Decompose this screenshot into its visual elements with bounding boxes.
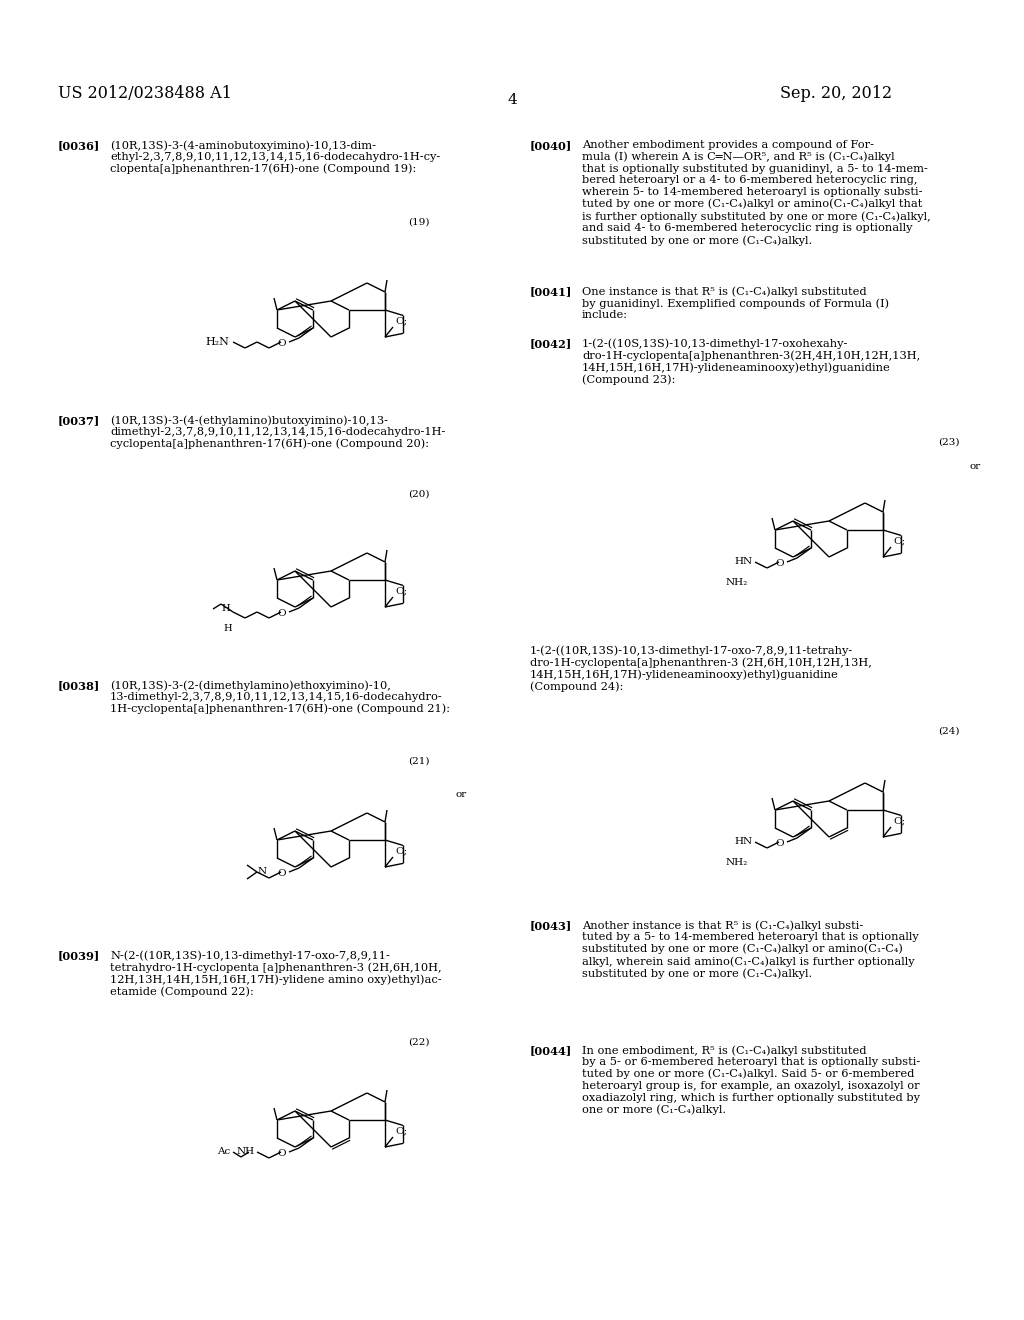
- Text: One instance is that R⁵ is (C₁-C₄)alkyl substituted
by guanidinyl. Exemplified c: One instance is that R⁵ is (C₁-C₄)alkyl …: [582, 286, 889, 321]
- Text: or: or: [970, 462, 981, 471]
- Text: H: H: [221, 605, 230, 612]
- Text: O;: O;: [395, 586, 408, 595]
- Text: [0038]: [0038]: [58, 680, 100, 690]
- Text: O;: O;: [395, 315, 408, 325]
- Text: 1-(2-((10R,13S)-10,13-dimethyl-17-oxo-7,8,9,11-tetrahy-
dro-1H-cyclopenta[a]phen: 1-(2-((10R,13S)-10,13-dimethyl-17-oxo-7,…: [530, 645, 871, 693]
- Text: (20): (20): [409, 490, 430, 499]
- Text: Another instance is that R⁵ is (C₁-C₄)alkyl substi-
tuted by a 5- to 14-membered: Another instance is that R⁵ is (C₁-C₄)al…: [582, 920, 919, 979]
- Text: [0044]: [0044]: [530, 1045, 572, 1056]
- Text: O: O: [278, 1150, 286, 1159]
- Text: O;: O;: [395, 1126, 408, 1135]
- Text: (22): (22): [409, 1038, 430, 1047]
- Text: O: O: [775, 560, 784, 569]
- Text: Ac: Ac: [217, 1147, 230, 1156]
- Text: N: N: [258, 867, 267, 876]
- Text: (10R,13S)-3-(4-(ethylamino)butoxyimino)-10,13-
dimethyl-2,3,7,8,9,10,11,12,13,14: (10R,13S)-3-(4-(ethylamino)butoxyimino)-…: [110, 414, 445, 449]
- Text: 4: 4: [507, 92, 517, 107]
- Text: NH₂: NH₂: [726, 578, 749, 587]
- Text: NH₂: NH₂: [726, 858, 749, 867]
- Text: Another embodiment provides a compound of For-
mula (I) wherein A is C═N—OR⁵, an: Another embodiment provides a compound o…: [582, 140, 931, 246]
- Text: O: O: [278, 610, 286, 619]
- Text: [0039]: [0039]: [58, 950, 100, 961]
- Text: (10R,13S)-3-(4-aminobutoxyimino)-10,13-dim-
ethyl-2,3,7,8,9,10,11,12,13,14,15,16: (10R,13S)-3-(4-aminobutoxyimino)-10,13-d…: [110, 140, 440, 174]
- Text: [0037]: [0037]: [58, 414, 100, 426]
- Text: US 2012/0238488 A1: US 2012/0238488 A1: [58, 84, 231, 102]
- Text: N-(2-((10R,13S)-10,13-dimethyl-17-oxo-7,8,9,11-
tetrahydro-1H-cyclopenta [a]phen: N-(2-((10R,13S)-10,13-dimethyl-17-oxo-7,…: [110, 950, 441, 998]
- Text: 1-(2-((10S,13S)-10,13-dimethyl-17-oxohexahy-
dro-1H-cyclopenta[a]phenanthren-3(2: 1-(2-((10S,13S)-10,13-dimethyl-17-oxohex…: [582, 338, 921, 385]
- Text: HN: HN: [735, 837, 753, 846]
- Text: NH: NH: [237, 1147, 255, 1156]
- Text: Sep. 20, 2012: Sep. 20, 2012: [780, 84, 892, 102]
- Text: O;: O;: [395, 846, 408, 855]
- Text: H: H: [223, 614, 232, 634]
- Text: H₂N: H₂N: [205, 337, 229, 347]
- Text: O: O: [278, 870, 286, 879]
- Text: O;: O;: [893, 816, 905, 825]
- Text: O: O: [775, 840, 784, 849]
- Text: (21): (21): [409, 756, 430, 766]
- Text: or: or: [455, 789, 466, 799]
- Text: [0041]: [0041]: [530, 286, 572, 297]
- Text: (24): (24): [939, 727, 961, 737]
- Text: [0036]: [0036]: [58, 140, 100, 150]
- Text: (10R,13S)-3-(2-(dimethylamino)ethoxyimino)-10,
13-dimethyl-2,3,7,8,9,10,11,12,13: (10R,13S)-3-(2-(dimethylamino)ethoxyimin…: [110, 680, 450, 714]
- Text: (23): (23): [939, 438, 961, 447]
- Text: [0040]: [0040]: [530, 140, 572, 150]
- Text: [0042]: [0042]: [530, 338, 572, 348]
- Text: O;: O;: [893, 536, 905, 545]
- Text: (19): (19): [409, 218, 430, 227]
- Text: In one embodiment, R⁵ is (C₁-C₄)alkyl substituted
by a 5- or 6-membered heteroar: In one embodiment, R⁵ is (C₁-C₄)alkyl su…: [582, 1045, 921, 1115]
- Text: [0043]: [0043]: [530, 920, 572, 931]
- Text: HN: HN: [735, 557, 753, 566]
- Text: O: O: [278, 339, 286, 348]
